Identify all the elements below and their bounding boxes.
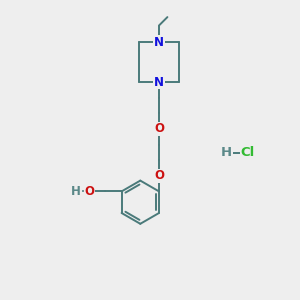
Text: O: O [154,169,164,182]
Text: N: N [154,35,164,49]
Text: O: O [154,122,164,136]
Text: H: H [71,185,81,198]
Text: N: N [154,76,164,89]
Text: H: H [221,146,232,160]
Text: Cl: Cl [240,146,255,160]
Text: O: O [85,185,94,198]
